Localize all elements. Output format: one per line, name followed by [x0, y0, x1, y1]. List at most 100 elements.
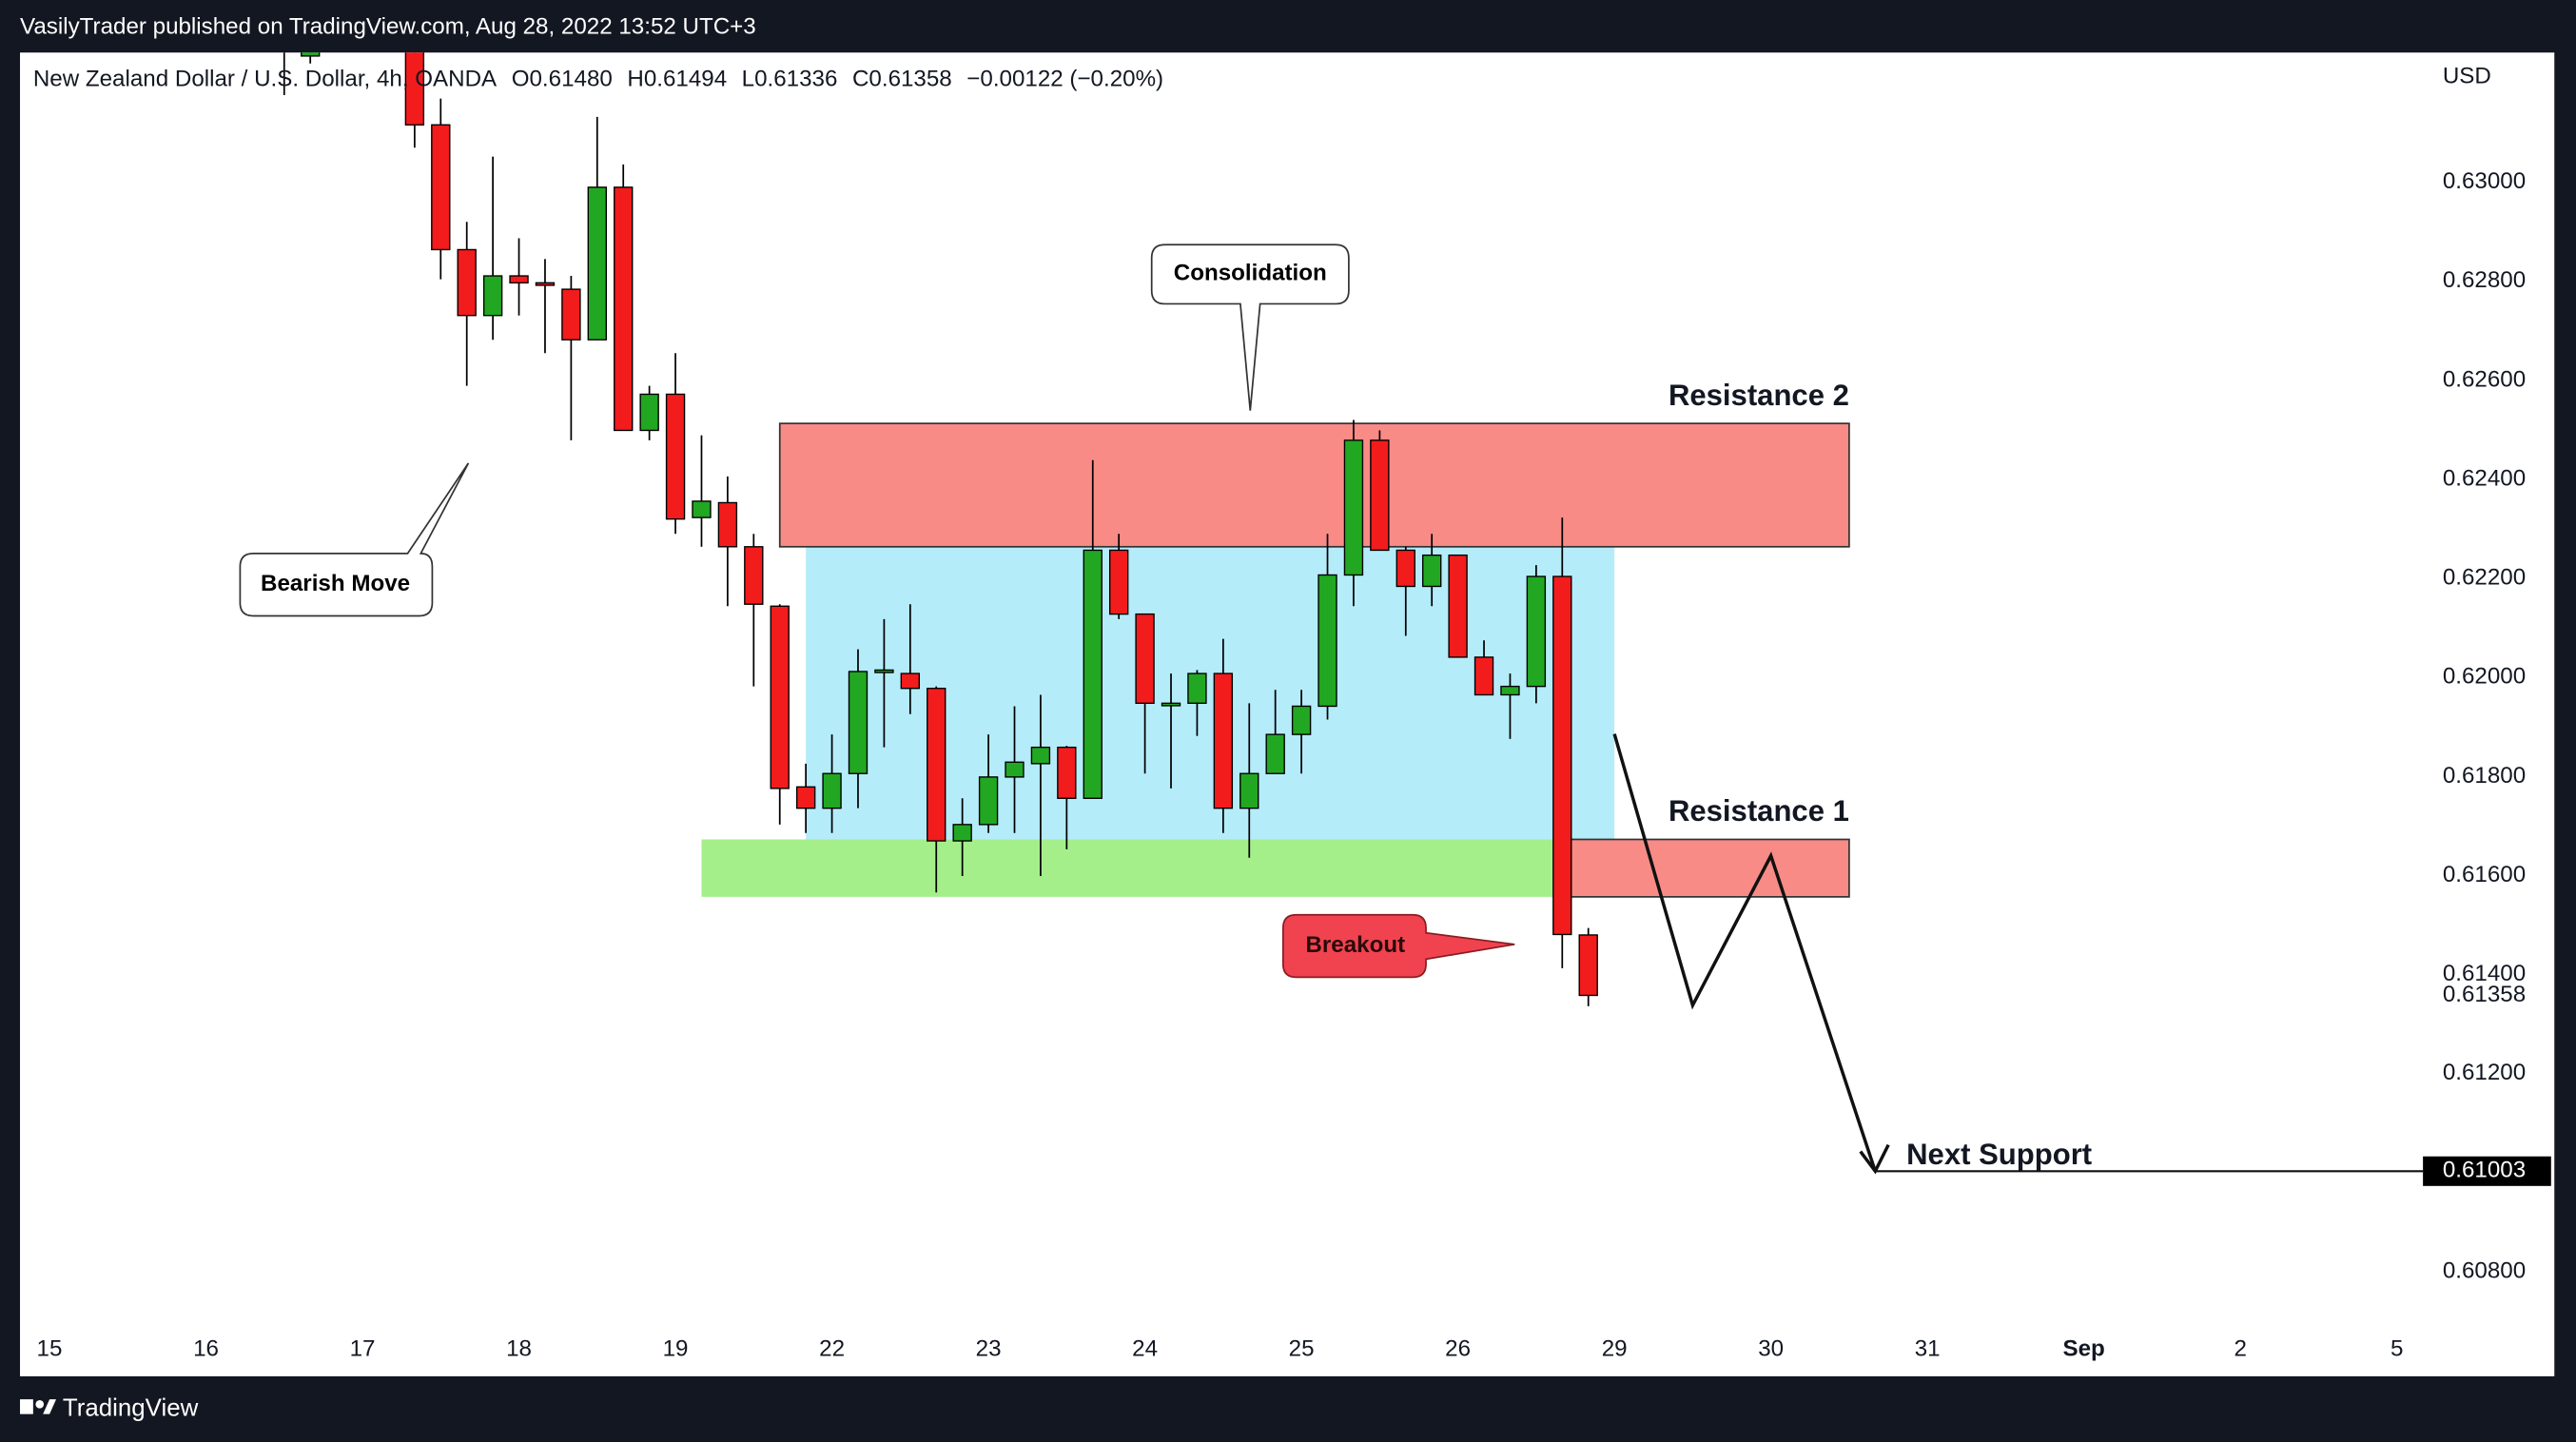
- candle-body: [482, 275, 503, 317]
- candle-body: [665, 393, 686, 520]
- last-price-bg: [2426, 980, 2551, 1011]
- y-tick-label: 0.62600: [2443, 366, 2526, 392]
- publisher: VasilyTrader published on TradingView.co…: [20, 14, 756, 40]
- candle-body: [1370, 439, 1390, 552]
- plot: [283, 52, 1850, 1006]
- y-tick-label: 0.61600: [2443, 862, 2526, 887]
- candle-body: [1161, 702, 1181, 707]
- legend-item: C0.61358: [852, 67, 952, 92]
- x-tick-label: 2: [2234, 1336, 2246, 1362]
- brand: TradingView: [63, 1394, 199, 1421]
- callout-box: [239, 462, 470, 617]
- x-tick-label: 22: [819, 1336, 845, 1362]
- legend-item: O0.61480: [512, 67, 613, 92]
- candle-body: [1239, 772, 1259, 809]
- logo: [20, 1399, 57, 1414]
- candle-body: [1473, 656, 1494, 696]
- y-tick-label: 0.61200: [2443, 1060, 2526, 1085]
- x-tick-label: 25: [1289, 1336, 1315, 1362]
- legend-item: New Zealand Dollar / U.S. Dollar, 4h, OA…: [33, 67, 498, 92]
- x-tick-label: 29: [1602, 1336, 1628, 1362]
- candle-body: [927, 688, 946, 842]
- legend-item: L0.61336: [742, 67, 838, 92]
- zone-label: Resistance 1: [1669, 794, 1849, 828]
- candle-body: [874, 669, 894, 673]
- candle-body: [848, 671, 868, 774]
- candle-body: [1395, 549, 1415, 588]
- x-tick-label: 31: [1915, 1336, 1941, 1362]
- candle-body: [1422, 554, 1442, 588]
- candle-body: [1005, 761, 1025, 778]
- candle-body: [431, 124, 451, 251]
- legend-item: H0.61494: [627, 67, 727, 92]
- candle-body: [614, 186, 634, 432]
- support-price: 0.61003: [2443, 1158, 2526, 1183]
- candle-body: [717, 501, 738, 548]
- y-tick-label: 0.62000: [2443, 664, 2526, 690]
- x-tick-label: 16: [193, 1336, 219, 1362]
- x-tick-label: 17: [350, 1336, 376, 1362]
- candle-body: [457, 248, 477, 317]
- candle-body: [795, 786, 816, 809]
- candle-body: [822, 772, 842, 809]
- candle-body: [561, 288, 581, 341]
- callout-box: [1281, 913, 1515, 979]
- x-tick-label: 24: [1132, 1336, 1158, 1362]
- legend-item: −0.00122 (−0.20%): [966, 67, 1163, 92]
- candle-body: [535, 282, 556, 286]
- y-tick-label: 0.60800: [2443, 1257, 2526, 1283]
- y-tick-label: 0.62400: [2443, 465, 2526, 491]
- candle-body: [770, 605, 790, 789]
- candle-body: [1552, 575, 1572, 936]
- currency: USD: [2443, 64, 2491, 89]
- projection: [1612, 733, 1877, 1172]
- x-tick-label: 23: [976, 1336, 1002, 1362]
- x-tick-label: Sep: [2063, 1336, 2105, 1362]
- annotation: Breakout: [1305, 932, 1405, 958]
- x-tick-label: 18: [506, 1336, 532, 1362]
- candle-body: [1213, 672, 1234, 809]
- x-tick-label: 26: [1445, 1336, 1471, 1362]
- candle-body: [1265, 733, 1285, 774]
- candle-body: [1578, 934, 1598, 997]
- candle-body: [1083, 549, 1103, 799]
- candle-body: [1187, 672, 1207, 705]
- candle-body: [952, 824, 972, 842]
- candle-body: [692, 500, 712, 518]
- zone: [701, 839, 1556, 897]
- legend: New Zealand Dollar / U.S. Dollar, 4h, OA…: [33, 67, 1163, 92]
- candle-body: [1030, 746, 1051, 765]
- y-tick-label: 0.62800: [2443, 267, 2526, 293]
- candle-body: [1108, 549, 1129, 615]
- candle-body: [1317, 574, 1337, 708]
- candle-body: [301, 52, 321, 57]
- candle-body: [978, 776, 999, 826]
- support-name: Next Support: [1906, 1138, 2092, 1171]
- zone-label: Resistance 2: [1669, 379, 1849, 412]
- zone: [778, 422, 1850, 548]
- candle-body: [1057, 746, 1077, 799]
- x-tick-label: 30: [1758, 1336, 1784, 1362]
- candle-body: [639, 393, 659, 432]
- candle-body: [1526, 575, 1547, 688]
- candle-body: [587, 186, 607, 341]
- overlay: Consolidation Bearish Move Breakout: [239, 244, 1515, 979]
- candle-body: [744, 546, 764, 605]
- callout-box: [1150, 244, 1350, 411]
- candle-body: [1135, 613, 1155, 705]
- x-tick-label: 15: [37, 1336, 63, 1362]
- y-tick-label: 0.61800: [2443, 763, 2526, 789]
- y-tick-label: 0.62200: [2443, 565, 2526, 591]
- candle-body: [1500, 685, 1520, 696]
- candle-body: [1448, 554, 1468, 658]
- annotation: Consolidation: [1174, 261, 1327, 286]
- x-tick-label: 19: [663, 1336, 689, 1362]
- candle-body: [509, 275, 529, 284]
- zone: [1554, 838, 1850, 898]
- y-tick-label: 0.63000: [2443, 168, 2526, 194]
- candle-body: [404, 52, 425, 126]
- support-price-bg: [2423, 1156, 2551, 1186]
- last-price: 0.61358: [2443, 982, 2526, 1007]
